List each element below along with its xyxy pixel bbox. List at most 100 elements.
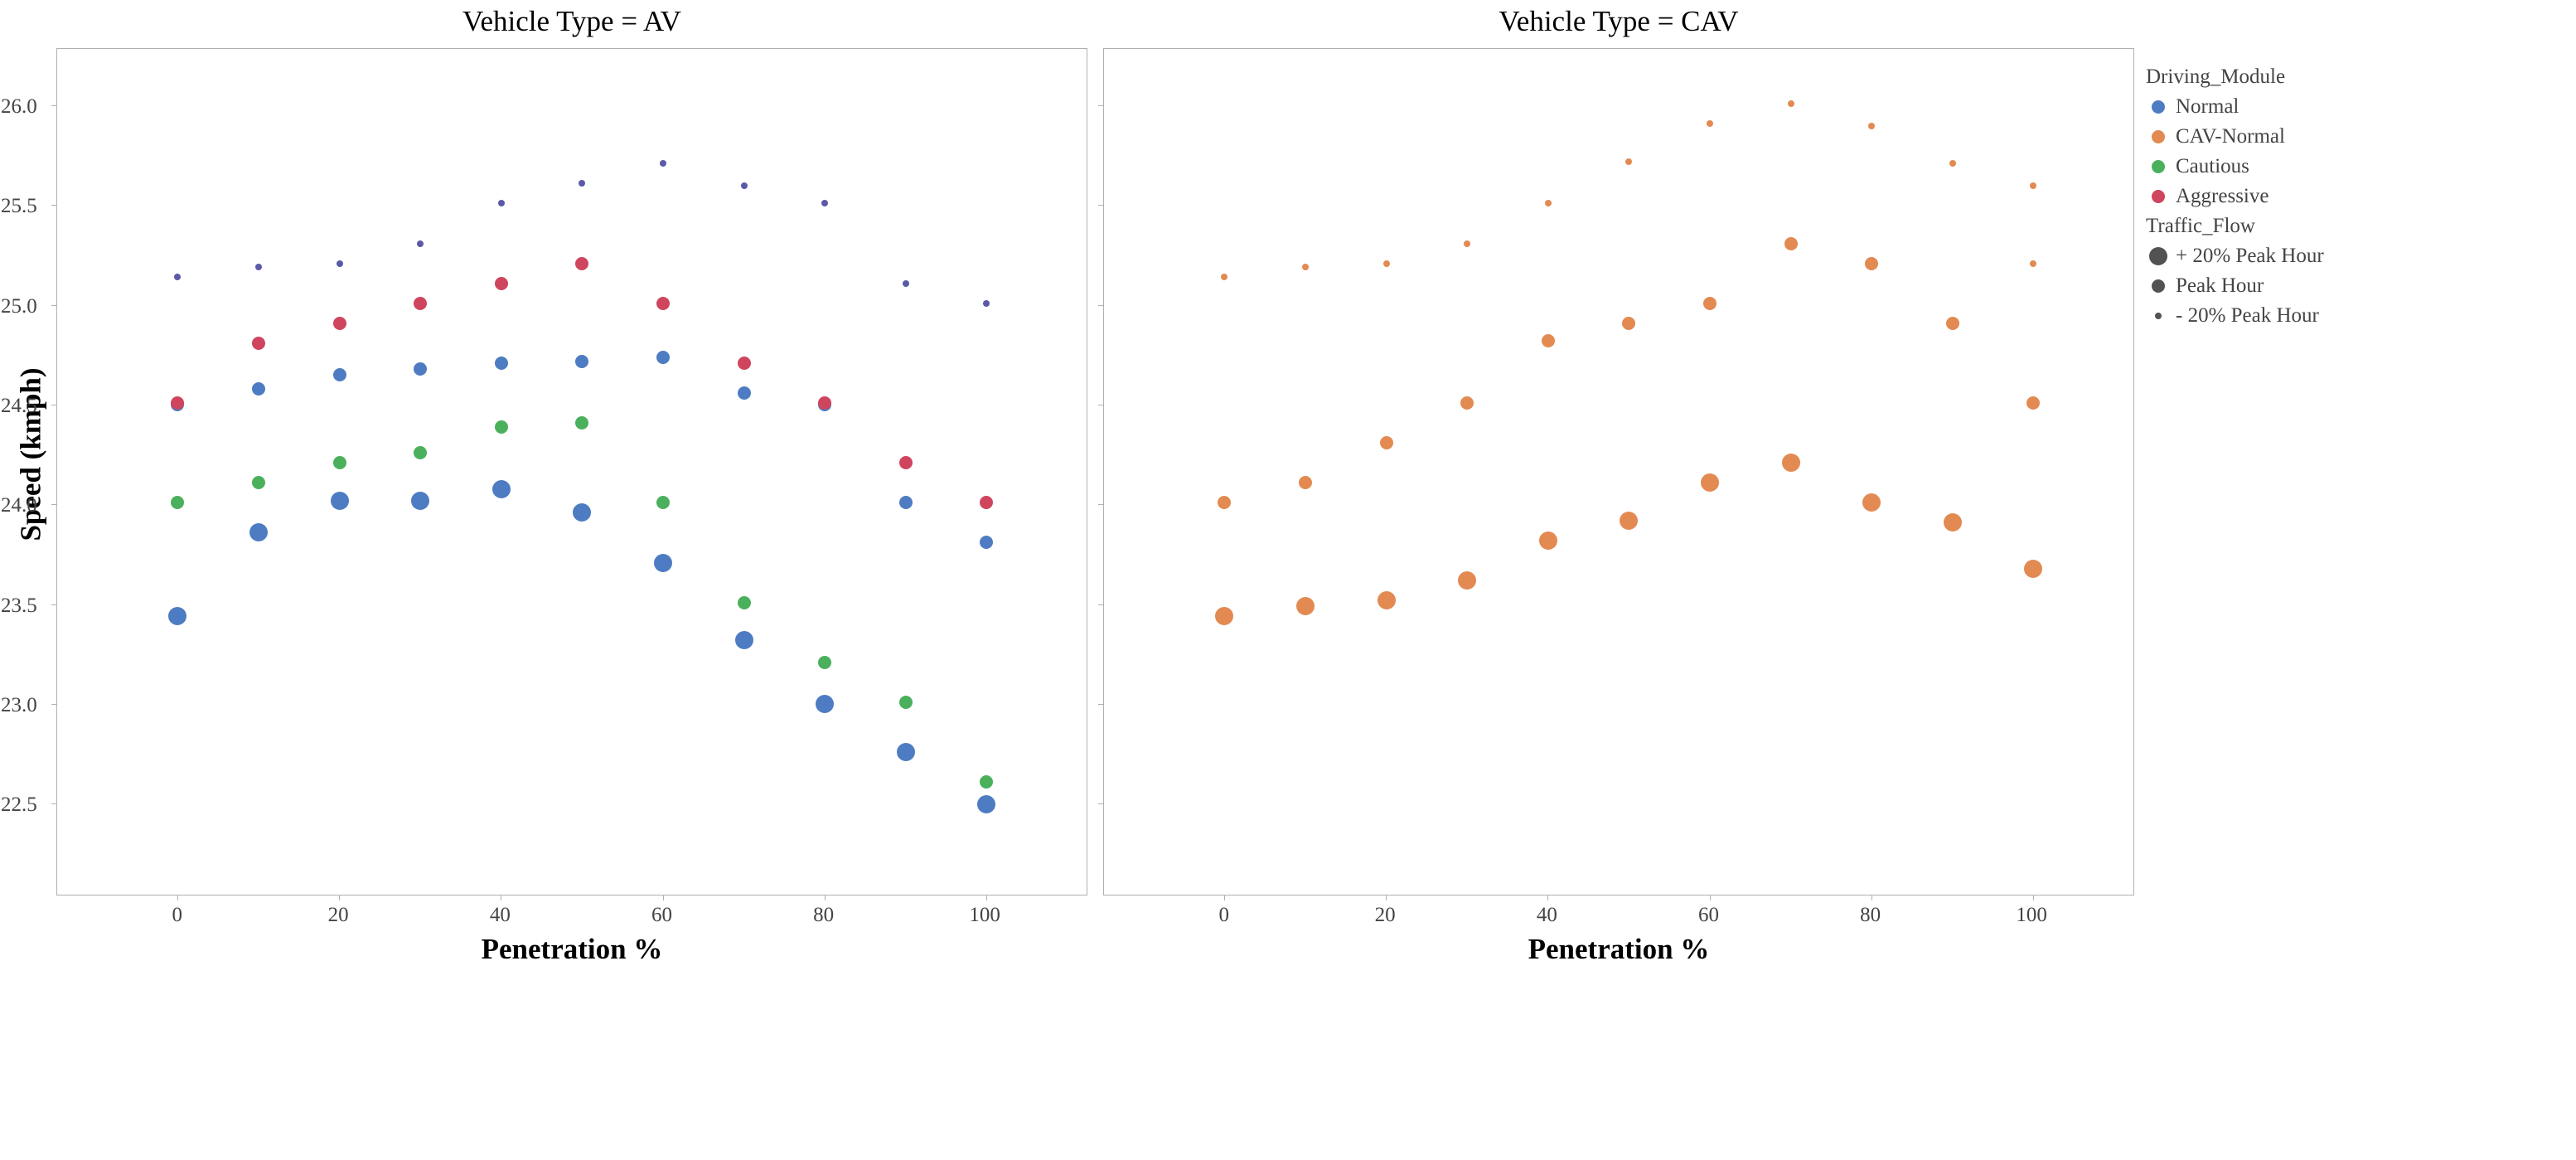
data-point [333,317,346,330]
data-point [414,446,427,459]
legend-dot-icon [2152,190,2165,203]
xtick-label: 0 [1218,904,1229,927]
ytick-label: 23.5 [1,595,48,618]
data-point [171,396,184,410]
x-axis-label: Penetration % [482,933,663,966]
panel-cav: Vehicle Type = CAV020406080100Penetratio… [1103,5,2134,966]
ytick-label: 22.5 [1,794,48,817]
legend-dot-icon [2152,279,2165,293]
data-point [1380,436,1393,449]
data-point [821,200,828,206]
data-point [1302,264,1309,270]
ytick-label: 23.0 [1,694,48,717]
x-axis-label: Penetration % [1528,933,1710,966]
data-point [333,456,346,469]
ytick-mark [1098,305,1104,306]
data-point [735,631,753,649]
xtick-label: 40 [490,904,511,927]
legend-dot-icon [2155,313,2162,319]
data-point [1215,607,1233,625]
data-point [1464,240,1470,247]
legend: Driving_ModuleNormalCAV-NormalCautiousAg… [2146,61,2324,911]
data-point [575,355,588,368]
data-point [2024,560,2042,578]
data-point [174,274,181,280]
ytick-mark [1098,604,1104,605]
data-point [252,382,265,396]
ytick-mark [1098,205,1104,206]
xtick-mark [663,895,664,900]
ytick-mark [51,205,57,206]
data-point [1299,476,1312,489]
data-point [818,396,831,410]
data-point [980,775,993,789]
data-point [1868,123,1875,129]
ytick-mark [51,504,57,505]
ytick-mark [51,105,57,106]
data-point [333,368,346,381]
legend-swatch [2149,279,2167,293]
legend-swatch [2149,190,2167,203]
data-point [1383,260,1390,267]
data-point [741,182,748,189]
legend-swatch [2149,160,2167,173]
legend-title-module: Driving_Module [2146,66,2324,89]
data-point [1707,120,1713,127]
legend-item-cav-normal: CAV-Normal [2146,125,2324,148]
data-point [1622,317,1635,330]
data-point [1218,496,1231,509]
data-point [579,180,585,187]
legend-item-flow: Peak Hour [2146,274,2324,298]
data-point [1545,200,1552,206]
data-point [656,496,670,509]
data-point [983,300,990,307]
plot-area: 22.523.023.524.024.525.025.526.002040608… [56,48,1087,895]
legend-item-flow: + 20% Peak Hour [2146,245,2324,268]
data-point [414,297,427,310]
figure-root: Speed (kmph) Vehicle Type = AV22.523.023… [0,0,2576,971]
data-point [980,496,993,509]
data-point [573,503,591,522]
data-point [816,695,834,713]
data-point [417,240,424,247]
panel-av: Vehicle Type = AV22.523.023.524.024.525.… [56,5,1087,966]
legend-label: Normal [2176,95,2239,119]
data-point [1949,160,1956,167]
xtick-label: 100 [969,904,1000,927]
ytick-mark [51,704,57,705]
xtick-mark [825,895,826,900]
data-point [660,160,666,167]
data-point [738,596,751,609]
legend-title-flow: Traffic_Flow [2146,215,2324,238]
ytick-mark [1098,704,1104,705]
data-point [1788,100,1794,107]
data-point [899,696,913,709]
data-point [977,795,995,813]
xtick-label: 40 [1537,904,1557,927]
data-point [411,492,429,510]
xtick-mark [1710,895,1711,900]
xtick-label: 80 [813,904,834,927]
xtick-mark [986,895,987,900]
data-point [1625,158,1632,165]
data-point [252,337,265,350]
data-point [171,496,184,509]
data-point [1620,512,1638,530]
ytick-mark [51,604,57,605]
ytick-label: 26.0 [1,95,48,119]
y-axis-label-wrap: Speed (kmph) [7,5,56,903]
legend-item-flow: - 20% Peak Hour [2146,304,2324,328]
legend-dot-icon [2152,160,2165,173]
data-point [899,496,913,509]
ytick-mark [1098,105,1104,106]
data-point [337,260,343,267]
legend-dot-icon [2149,247,2167,265]
xtick-mark [339,895,340,900]
data-point [255,264,262,270]
data-point [575,257,588,270]
legend-label: Aggressive [2176,185,2269,208]
xtick-label: 20 [1375,904,1396,927]
xtick-mark [1547,895,1548,900]
ytick-mark [51,803,57,804]
xtick-mark [1871,895,1872,900]
